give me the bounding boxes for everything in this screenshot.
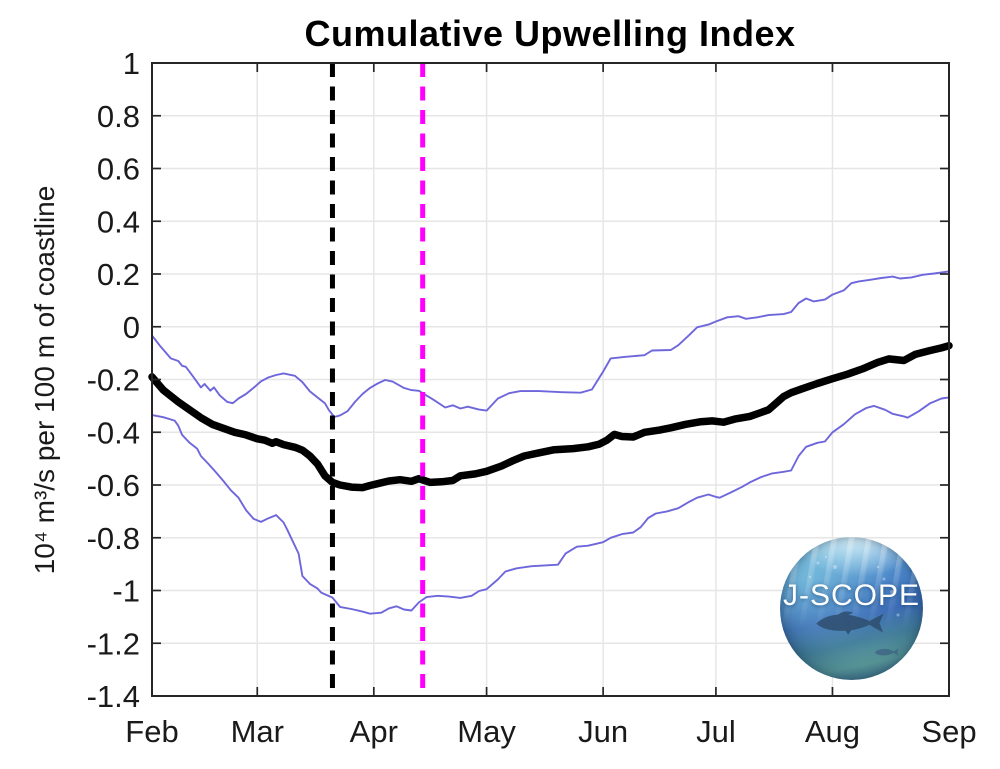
svg-text:May: May: [457, 714, 516, 749]
svg-text:Jun: Jun: [578, 714, 628, 749]
svg-text:0.8: 0.8: [97, 99, 140, 134]
svg-text:Apr: Apr: [350, 714, 398, 749]
light-rays: [780, 537, 923, 680]
svg-text:Feb: Feb: [125, 714, 178, 749]
svg-text:0.4: 0.4: [97, 204, 140, 239]
mean-cumulative-upwelling-line: [148, 341, 953, 492]
svg-text:-0.4: -0.4: [87, 415, 140, 450]
svg-text:-1: -1: [112, 574, 140, 609]
x-tick-labels: Feb Mar Apr May Jun Jul Aug Sep: [125, 714, 976, 749]
fish-icon: [816, 611, 884, 635]
chart-title: Cumulative Upwelling Index: [304, 13, 796, 54]
svg-text:0: 0: [123, 310, 140, 345]
svg-text:Jul: Jul: [696, 714, 736, 749]
svg-text:0.6: 0.6: [97, 152, 140, 187]
jscope-logo-text: J-SCOPE: [782, 579, 921, 612]
small-fish-icon: [874, 648, 899, 657]
lower-bound-line: [151, 396, 950, 615]
axes-box: [151, 62, 950, 697]
svg-text:1: 1: [123, 46, 140, 81]
svg-text:-0.2: -0.2: [87, 363, 140, 398]
svg-text:-0.8: -0.8: [87, 521, 140, 556]
svg-text:Sep: Sep: [921, 714, 976, 749]
upper-bound-line: [151, 270, 950, 418]
svg-text:-0.6: -0.6: [87, 468, 140, 503]
svg-text:0.2: 0.2: [97, 257, 140, 292]
svg-text:-1.2: -1.2: [87, 626, 140, 661]
jscope-logo: J-SCOPE: [780, 537, 923, 680]
svg-text:-1.4: -1.4: [87, 679, 140, 714]
underwater-scene: [808, 556, 900, 657]
svg-text:Mar: Mar: [231, 714, 284, 749]
bubbles: [808, 556, 900, 617]
y-tick-labels: 1 0.8 0.6 0.4 0.2 0 -0.2 -0.4 -0.6 -0.8 -1 -1.2 -1.4: [87, 46, 140, 714]
svg-text:Aug: Aug: [805, 714, 860, 749]
